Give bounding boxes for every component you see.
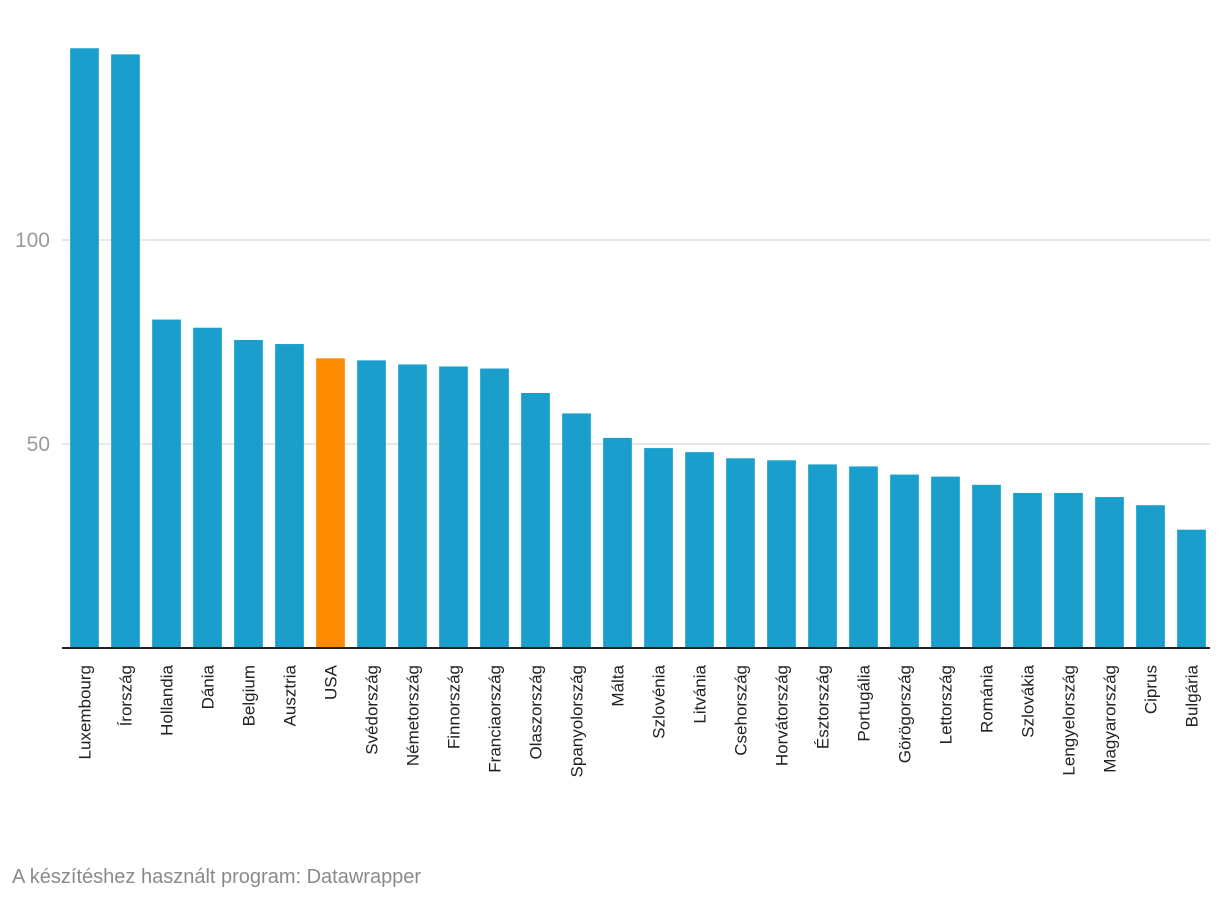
y-tick-label-50: 50 xyxy=(27,433,50,456)
bar-Bulgária xyxy=(1177,529,1206,648)
x-tick-label-Luxembourg: Luxembourg xyxy=(76,665,95,760)
bar-chart: 50 100 Luxembourg Írország Hollandia Dánia Bel… xyxy=(15,48,1210,777)
x-tick-label-Hollandia: Hollandia xyxy=(158,664,177,735)
x-tick-label-Dánia: Dánia xyxy=(199,664,218,709)
x-tick-label-Olaszország: Olaszország xyxy=(527,665,546,759)
bar-Hollandia xyxy=(152,319,181,648)
x-tick-label-Görögország: Görögország xyxy=(896,665,915,763)
x-tick-label-USA: USA xyxy=(322,664,341,700)
bar-Lettország xyxy=(931,476,960,648)
bar-Horvátország xyxy=(767,460,796,648)
y-tick-label-100: 100 xyxy=(15,229,50,252)
x-tick-label-Szlovákia: Szlovákia xyxy=(1019,664,1038,737)
bar-Románia xyxy=(972,484,1001,648)
bar-Olaszország xyxy=(521,393,550,648)
x-tick-label-Svédország: Svédország xyxy=(363,665,382,755)
bar-Portugália xyxy=(849,466,878,648)
x-tick-label-Észtország: Észtország xyxy=(814,665,833,749)
bar-Svédország xyxy=(357,360,386,648)
bar-Spanyolország xyxy=(562,413,591,648)
credit-text: A készítéshez használt program: Datawrap… xyxy=(12,866,422,888)
x-tick-label-Málta: Málta xyxy=(609,664,628,706)
bar-Szlovákia xyxy=(1013,492,1042,648)
bar-Lengyelország xyxy=(1054,492,1083,648)
x-tick-label-Ciprus: Ciprus xyxy=(1142,665,1161,714)
x-tick-label-Spanyolország: Spanyolország xyxy=(568,665,587,777)
x-tick-label-Szlovénia: Szlovénia xyxy=(650,664,669,738)
x-tick-label-Csehország: Csehország xyxy=(732,665,751,756)
x-tick-label-Portugália: Portugália xyxy=(855,664,874,741)
bar-Írország xyxy=(111,54,140,649)
x-tick-label-Bulgária: Bulgária xyxy=(1183,664,1202,727)
x-tick-label-Írország: Írország xyxy=(117,665,136,726)
x-tick-label-Németország: Németország xyxy=(404,665,423,766)
bar-Finnország xyxy=(439,366,468,648)
x-tick-label-Lettország: Lettország xyxy=(937,665,956,744)
bar-Németország xyxy=(398,364,427,648)
bar-Ciprus xyxy=(1136,505,1165,648)
bar-Dánia xyxy=(193,327,222,648)
bar-Görögország xyxy=(890,474,919,648)
bar-Belgium xyxy=(234,339,263,648)
bar-Észtország xyxy=(808,464,837,648)
bar-Magyarország xyxy=(1095,497,1124,648)
x-tick-label-Lengyelország: Lengyelország xyxy=(1060,665,1079,776)
bar-Málta xyxy=(603,437,632,648)
x-tick-label-Belgium: Belgium xyxy=(240,665,259,726)
bar-Ausztria xyxy=(275,344,304,648)
x-tick-label-Ausztria: Ausztria xyxy=(281,664,300,726)
x-tick-label-Horvátország: Horvátország xyxy=(773,665,792,766)
bar-Szlovénia xyxy=(644,448,673,648)
bar-USA xyxy=(316,358,345,648)
bar-Csehország xyxy=(726,458,755,648)
x-tick-label-Litvánia: Litvánia xyxy=(691,664,710,723)
x-tick-label-Franciaország: Franciaország xyxy=(486,665,505,773)
bar-Luxembourg xyxy=(70,48,99,649)
x-tick-label-Finnország: Finnország xyxy=(445,665,464,749)
x-tick-label-Magyarország: Magyarország xyxy=(1101,665,1120,773)
bar-Franciaország xyxy=(480,368,509,648)
bar-Litvánia xyxy=(685,452,714,648)
x-tick-label-Románia: Románia xyxy=(978,664,997,733)
